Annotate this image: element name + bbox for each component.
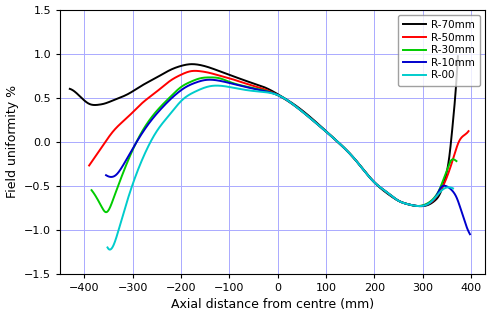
R-30mm bbox=[257, 87, 263, 91]
Line: R-30mm: R-30mm bbox=[91, 77, 457, 212]
R-30mm bbox=[207, 75, 213, 79]
R-70mm bbox=[418, 204, 424, 208]
R-50mm bbox=[271, 91, 277, 95]
R-00 bbox=[440, 187, 446, 191]
R-10mm bbox=[122, 161, 128, 165]
R-30mm bbox=[108, 205, 113, 209]
R-10mm bbox=[390, 195, 396, 199]
R-00 bbox=[440, 187, 446, 191]
R-00 bbox=[105, 246, 110, 249]
R-30mm bbox=[443, 171, 449, 175]
R-00 bbox=[273, 93, 279, 96]
Y-axis label: Field uniformity %: Field uniformity % bbox=[5, 85, 19, 198]
R-30mm bbox=[103, 210, 109, 214]
R-10mm bbox=[280, 96, 286, 100]
R-70mm bbox=[373, 181, 379, 185]
R-00 bbox=[122, 205, 128, 209]
R-10mm bbox=[271, 92, 276, 95]
Legend: R-70mm, R-50mm, R-30mm, R-10mm, R-00: R-70mm, R-50mm, R-30mm, R-10mm, R-00 bbox=[398, 15, 480, 86]
R-30mm bbox=[88, 188, 94, 192]
R-70mm bbox=[444, 171, 450, 175]
R-10mm bbox=[207, 78, 213, 81]
R-00 bbox=[377, 185, 383, 189]
R-50mm bbox=[455, 143, 461, 146]
R-70mm bbox=[444, 170, 450, 174]
R-70mm bbox=[256, 83, 262, 87]
Line: R-50mm: R-50mm bbox=[89, 71, 468, 206]
R-50mm bbox=[465, 129, 471, 133]
R-30mm bbox=[443, 170, 449, 174]
R-00 bbox=[214, 84, 219, 87]
R-10mm bbox=[457, 203, 463, 207]
Line: R-00: R-00 bbox=[108, 86, 453, 249]
R-00 bbox=[450, 186, 456, 190]
R-10mm bbox=[467, 232, 473, 236]
R-30mm bbox=[267, 90, 273, 94]
R-00 bbox=[107, 248, 113, 251]
R-50mm bbox=[192, 69, 198, 73]
Line: R-70mm: R-70mm bbox=[70, 56, 458, 206]
R-50mm bbox=[416, 204, 422, 208]
R-50mm bbox=[86, 164, 92, 167]
R-70mm bbox=[455, 54, 461, 58]
R-70mm bbox=[67, 87, 73, 91]
R-70mm bbox=[246, 80, 251, 84]
R-50mm bbox=[385, 191, 391, 195]
R-50mm bbox=[106, 135, 111, 139]
R-50mm bbox=[455, 142, 461, 146]
X-axis label: Axial distance from centre (mm): Axial distance from centre (mm) bbox=[171, 298, 374, 311]
R-70mm bbox=[86, 102, 92, 106]
Line: R-10mm: R-10mm bbox=[106, 80, 470, 234]
R-50mm bbox=[261, 87, 267, 91]
R-10mm bbox=[457, 204, 463, 208]
R-00 bbox=[264, 90, 270, 94]
R-10mm bbox=[103, 173, 109, 177]
R-30mm bbox=[454, 159, 460, 163]
R-30mm bbox=[376, 184, 382, 188]
